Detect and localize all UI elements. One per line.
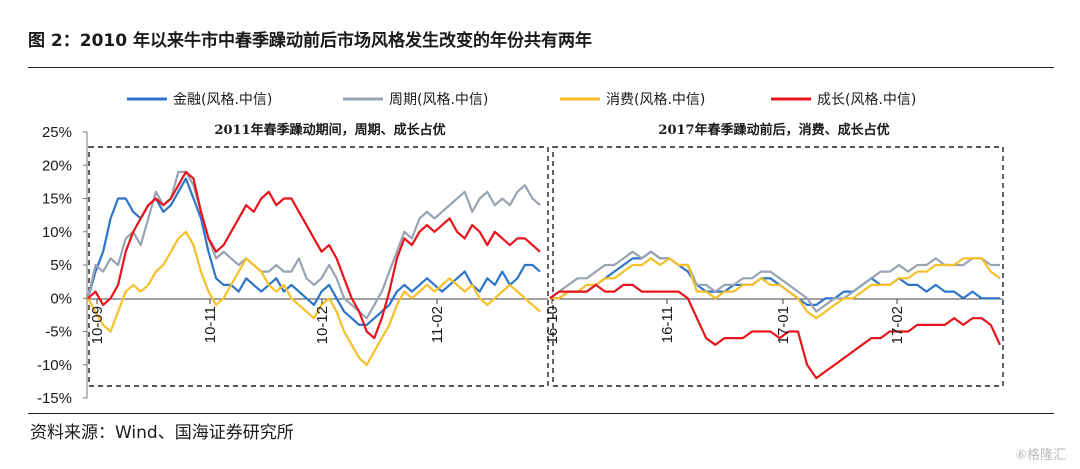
x-tick-label: 16-10: [544, 306, 561, 344]
watermark: ⑥格隆汇: [1015, 448, 1066, 463]
y-tick-label: 10%: [42, 224, 72, 241]
highlight-box-2011: [88, 146, 549, 387]
legend-label: 成长(风格.中信): [817, 92, 916, 108]
series-line-消费: [550, 257, 1001, 320]
series-lines: [86, 170, 1001, 380]
x-tick-label: 10-12: [314, 306, 331, 344]
y-tick-label: 5%: [50, 257, 72, 274]
series-line-消费: [87, 230, 541, 366]
x-ticks: 10-09 10-11 10-12 11-02 16-10 16-11 17-01 17-02: [89, 299, 906, 344]
series-line-金融: [550, 250, 1000, 306]
x-tick-label: 11-02: [429, 306, 446, 343]
y-tick-label: 15%: [42, 191, 72, 208]
series-line-周期: [549, 250, 1000, 313]
source-rule: [28, 413, 1054, 414]
x-tick-label: 16-11: [659, 306, 676, 343]
series-line-周期: [86, 170, 541, 320]
y-tick-label: 25%: [42, 124, 72, 141]
x-tick-label: 10-09: [89, 306, 106, 344]
series-line-成长: [549, 283, 1001, 380]
source-note: 资料来源：Wind、国海证券研究所: [30, 423, 294, 443]
annotation-2017: 2017年春季躁动前后，消费、成长占优: [658, 122, 889, 138]
y-tick-label: -5%: [45, 324, 72, 341]
y-tick-label: 20%: [42, 157, 72, 174]
series-line-金融: [86, 177, 541, 326]
y-tick-label: -10%: [37, 357, 72, 374]
highlight-box-2017: [552, 146, 1004, 387]
y-tick-label: -15%: [37, 390, 72, 407]
legend-label: 消费(风格.中信): [606, 92, 705, 108]
y-ticks: 25% 20% 15% 10% 5% 0% -5% -10% -15%: [37, 124, 87, 407]
x-tick-label: 17-02: [889, 306, 906, 344]
y-tick-label: 0%: [50, 290, 72, 307]
series-line-成长: [87, 170, 541, 340]
legend-label: 金融(风格.中信): [173, 92, 272, 108]
chart-title: 图 2：2010 年以来牛市中春季躁动前后市场风格发生改变的年份共有两年: [28, 31, 592, 51]
title-rule: [28, 67, 1054, 68]
legend-label: 周期(风格.中信): [389, 92, 488, 108]
legend: 金融(风格.中信) 周期(风格.中信) 消费(风格.中信) 成长(风格.中信): [127, 92, 916, 108]
annotation-2011: 2011年春季躁动期间，周期、成长占优: [214, 122, 445, 138]
x-tick-label: 10-11: [202, 306, 219, 343]
x-tick-label: 17-01: [775, 306, 792, 344]
